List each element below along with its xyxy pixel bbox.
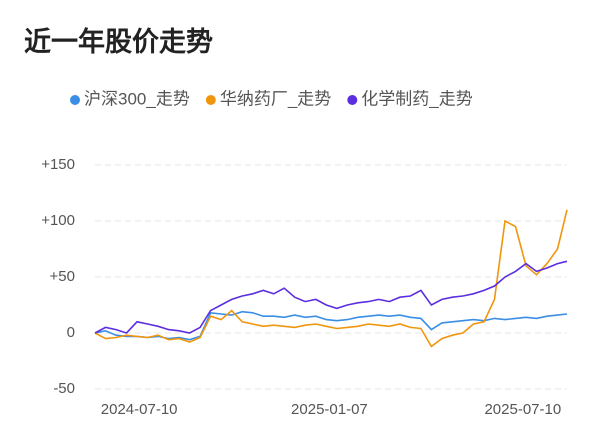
x-tick-label: 2025-07-10	[484, 401, 561, 418]
y-tick-label: -50	[53, 380, 75, 397]
legend-label: 华纳药厂_走势	[220, 89, 331, 108]
y-tick-label: +100	[41, 212, 75, 229]
y-tick-label: 0	[67, 324, 75, 341]
x-tick-label: 2024-07-10	[101, 401, 178, 418]
series-line	[94, 310, 568, 341]
legend-label: 沪深300_走势	[84, 89, 190, 108]
y-tick-label: +50	[50, 268, 75, 285]
legend-marker	[347, 95, 358, 105]
legend-marker	[70, 95, 80, 105]
legend-label: 化学制药_走势	[361, 89, 472, 108]
chart-title: 近一年股价走势	[24, 26, 213, 57]
series-line	[94, 209, 568, 348]
series-line	[94, 260, 568, 334]
y-tick-label: +150	[41, 156, 75, 173]
x-tick-label: 2025-01-07	[291, 401, 368, 418]
legend-marker	[205, 95, 216, 105]
